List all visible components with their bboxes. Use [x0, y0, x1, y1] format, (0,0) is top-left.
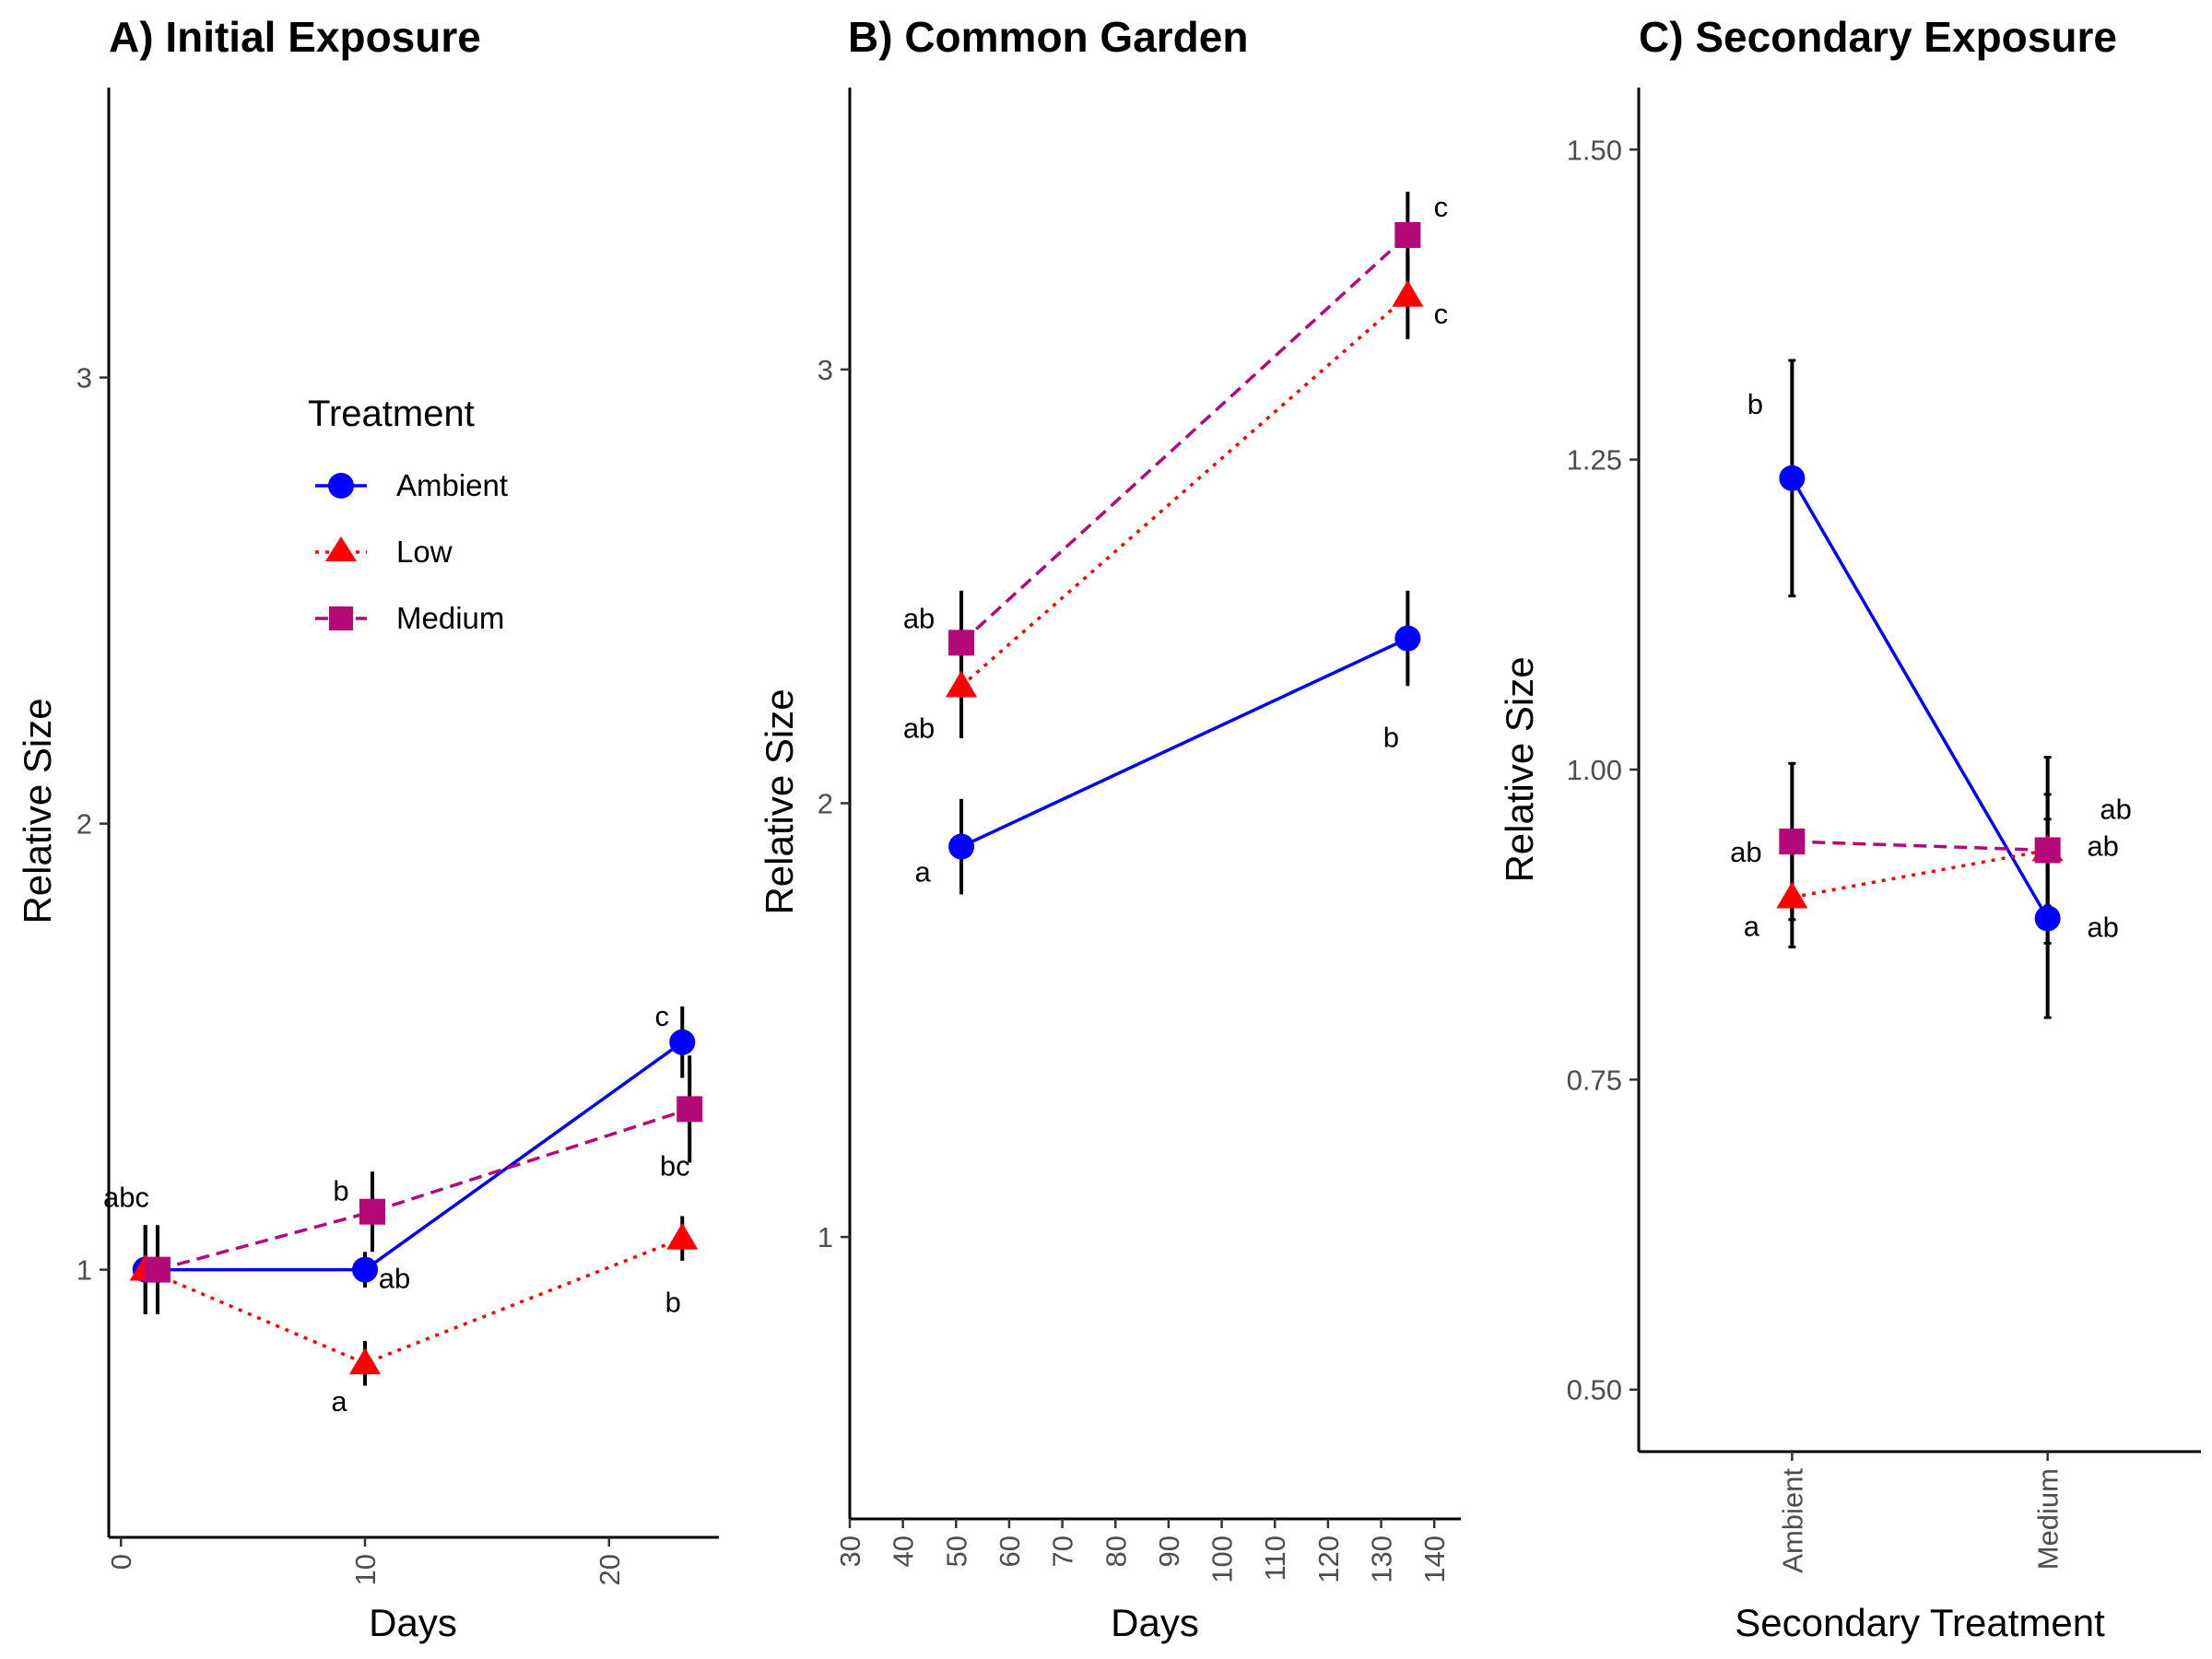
significance-letter: a	[331, 1385, 347, 1418]
y-tick-label: 1.25	[1567, 444, 1622, 477]
series-low-point-marker	[1776, 881, 1808, 909]
y-tick-label: 3	[818, 354, 833, 386]
panel-a-title: A) Initial Exposure	[109, 13, 481, 61]
legend-ambient-marker	[328, 473, 354, 499]
legend-title: Treatment	[308, 394, 475, 434]
series-medium-point-marker	[359, 1198, 385, 1225]
y-tick-label: 2	[818, 788, 833, 820]
y-tick-label: 0.75	[1567, 1064, 1622, 1096]
series-low-point-marker	[666, 1222, 699, 1250]
y-tick-label: 1	[818, 1221, 833, 1253]
x-tick-label: 10	[349, 1554, 382, 1585]
panel-a-xlabel: Days	[369, 1601, 457, 1644]
x-tick-label: 120	[1312, 1535, 1345, 1583]
x-tick-label: 140	[1418, 1535, 1451, 1583]
series-medium-point-marker	[1779, 829, 1806, 855]
series-low-point-marker	[946, 670, 978, 698]
y-tick-label: 1.50	[1567, 134, 1622, 166]
significance-letter: ab	[2100, 793, 2131, 825]
significance-letter: c	[655, 1000, 670, 1032]
series-ambient-point-marker	[352, 1256, 379, 1283]
legend-entry-medium: Medium	[315, 601, 504, 635]
x-tick-label: 80	[1100, 1535, 1132, 1567]
series-ambient-point-marker	[1394, 625, 1421, 652]
significance-letter: ab	[903, 712, 935, 744]
significance-letter: b	[665, 1287, 681, 1319]
series-ambient-point-marker	[948, 833, 975, 860]
panel-b-title: B) Common Garden	[848, 13, 1248, 61]
significance-letter: a	[1744, 911, 1760, 943]
legend-medium-marker	[329, 606, 353, 630]
y-tick-label: 3	[76, 362, 92, 394]
x-tick-label: 70	[1047, 1535, 1079, 1567]
legend-entry-low: Low	[315, 535, 453, 569]
significance-letter: abc	[103, 1182, 149, 1214]
significance-letter: b	[1747, 388, 1763, 420]
series-line-medium	[959, 233, 1409, 644]
series-line-low	[959, 294, 1409, 688]
legend-low-label: Low	[396, 535, 453, 569]
significance-letter: a	[914, 856, 931, 888]
x-tick-label: Ambient	[1776, 1468, 1808, 1573]
panel-c-ylabel: Relative Size	[1498, 656, 1541, 882]
series-ambient-point-marker	[1779, 465, 1806, 491]
significance-letter: ab	[2087, 911, 2118, 943]
panel-c-xlabel: Secondary Treatment	[1735, 1601, 2105, 1644]
legend-ambient-label: Ambient	[396, 468, 508, 502]
significance-letter: ab	[379, 1263, 410, 1295]
legend-entry-ambient: Ambient	[315, 468, 508, 502]
series-medium-point-marker	[677, 1096, 703, 1123]
significance-letter: ab	[2087, 830, 2118, 862]
significance-letter: b	[1383, 722, 1399, 754]
significance-letter: ab	[1730, 836, 1761, 868]
significance-letter: ab	[903, 602, 935, 634]
y-tick-label: 1	[76, 1254, 92, 1287]
significance-letter: c	[1434, 298, 1449, 330]
legend-low-marker	[325, 536, 357, 561]
x-tick-label: 50	[940, 1535, 972, 1567]
series-ambient-point-marker	[669, 1029, 696, 1055]
panel-b-ylabel: Relative Size	[758, 688, 801, 914]
x-tick-label: 60	[994, 1535, 1026, 1567]
x-tick-label: 40	[888, 1535, 920, 1567]
legend: Treatment Ambient Low Medium	[308, 394, 508, 635]
x-tick-label: 30	[834, 1535, 866, 1567]
significance-letter: b	[333, 1175, 348, 1207]
x-tick-label: 20	[594, 1554, 626, 1585]
panel-a-ylabel: Relative Size	[16, 698, 59, 924]
series-line-ambient	[1790, 477, 2050, 920]
x-tick-label: 130	[1366, 1535, 1398, 1583]
legend-medium-label: Medium	[396, 601, 504, 635]
x-tick-label: 100	[1206, 1535, 1239, 1583]
series-ambient-point-marker	[2034, 905, 2061, 932]
series-line-ambient	[960, 637, 1409, 849]
x-tick-label: 110	[1259, 1535, 1291, 1581]
series-low-point-marker	[1392, 279, 1424, 307]
panel-c-title: C) Secondary Exposure	[1639, 13, 2117, 61]
series-medium-point-marker	[1394, 222, 1421, 249]
series-line-low	[145, 1237, 683, 1366]
series-line-low	[1792, 848, 2048, 900]
y-tick-label: 2	[76, 808, 92, 841]
series-line-ambient	[145, 1041, 684, 1272]
y-tick-label: 0.50	[1567, 1374, 1622, 1406]
significance-letter: bc	[660, 1149, 690, 1182]
y-tick-label: 1.00	[1567, 754, 1622, 786]
significance-letter: c	[1434, 191, 1449, 223]
x-tick-label: 0	[105, 1554, 137, 1570]
x-tick-label: Medium	[2032, 1468, 2065, 1570]
series-medium-point-marker	[2034, 837, 2061, 864]
series-medium-point-marker	[948, 629, 975, 656]
panel-b-xlabel: Days	[1111, 1601, 1199, 1644]
series-line-medium	[1792, 840, 2048, 853]
series-medium-point-marker	[144, 1256, 171, 1283]
panel-c-plot: 0.50 0.75 1.00 1.25 1.50 Ambient Medium b ab a ab a…	[1567, 88, 2201, 1573]
x-tick-label: 90	[1153, 1535, 1185, 1567]
series-low-point-marker	[349, 1347, 382, 1375]
series-line-medium	[157, 1107, 690, 1272]
